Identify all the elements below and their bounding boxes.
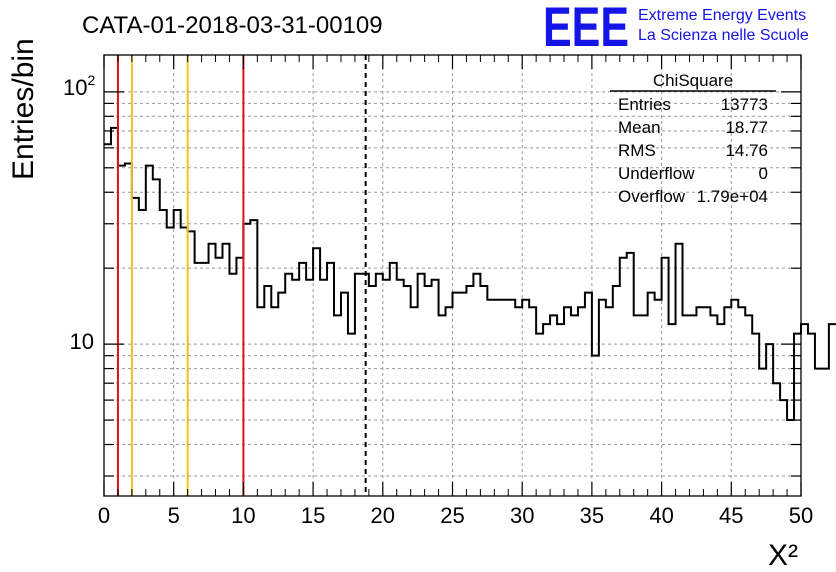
stats-box: ChiSquare Entries 13773 Mean 18.77 RMS 1… bbox=[610, 71, 776, 206]
x-tick-label: 20 bbox=[371, 503, 395, 528]
grid bbox=[103, 55, 802, 496]
x-tick-label: 5 bbox=[168, 503, 180, 528]
x-axis-label: X² bbox=[768, 539, 798, 572]
reference-lines bbox=[116, 55, 367, 496]
logo-mark: EEE bbox=[543, 0, 629, 58]
logo-line1: Extreme Energy Events bbox=[638, 7, 806, 24]
stats-label-entries: Entries bbox=[618, 95, 671, 114]
stats-label-underflow: Underflow bbox=[618, 164, 695, 183]
stats-value-overflow: 1.79e+04 bbox=[697, 187, 768, 206]
stats-box-title: ChiSquare bbox=[653, 71, 733, 90]
eee-logo: EEE Extreme Energy Events La Scienza nel… bbox=[543, 0, 809, 58]
chart-title: CATA-01-2018-03-31-00109 bbox=[82, 12, 383, 39]
y-axis-label: Entries/bin bbox=[7, 38, 40, 180]
stats-label-mean: Mean bbox=[618, 118, 661, 137]
axis-ticks bbox=[103, 55, 802, 496]
x-tick-labels: 0 5 10 15 20 25 30 35 40 45 50 bbox=[98, 503, 813, 528]
stats-label-rms: RMS bbox=[618, 141, 656, 160]
y-tick-labels: 10 102 bbox=[63, 72, 95, 354]
stats-value-mean: 18.77 bbox=[725, 118, 768, 137]
x-tick-label: 50 bbox=[789, 503, 813, 528]
stats-value-rms: 14.76 bbox=[725, 141, 768, 160]
x-tick-label: 30 bbox=[510, 503, 534, 528]
x-tick-label: 0 bbox=[98, 503, 110, 528]
logo-line2: La Scienza nelle Scuole bbox=[638, 27, 809, 44]
stats-value-underflow: 0 bbox=[759, 164, 768, 183]
y-tick-label-10: 10 bbox=[70, 329, 94, 354]
stats-value-entries: 13773 bbox=[721, 95, 768, 114]
stats-label-overflow: Overflow bbox=[618, 187, 686, 206]
histogram bbox=[104, 126, 836, 422]
y-tick-label-100: 102 bbox=[63, 72, 95, 100]
x-tick-label: 25 bbox=[440, 503, 464, 528]
histogram-outline bbox=[104, 126, 836, 422]
x-tick-label: 35 bbox=[580, 503, 604, 528]
x-tick-label: 15 bbox=[301, 503, 325, 528]
x-tick-label: 40 bbox=[649, 503, 673, 528]
x-tick-label: 45 bbox=[719, 503, 743, 528]
x-tick-label: 10 bbox=[231, 503, 255, 528]
